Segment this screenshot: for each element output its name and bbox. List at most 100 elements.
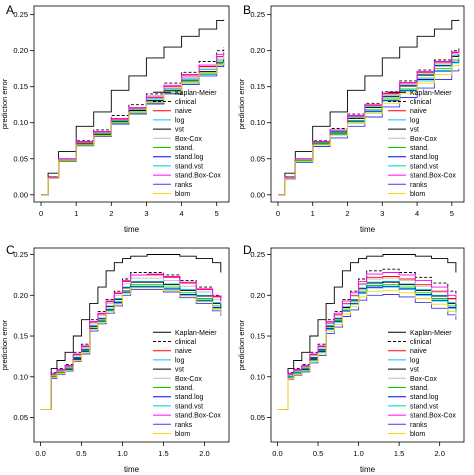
y-tick-label: 0.05 — [13, 154, 28, 163]
series-line-stand-log — [277, 285, 457, 410]
x-axis-label: time — [360, 225, 376, 234]
series-line-stand- — [277, 284, 457, 410]
y-axis-label: prediction error — [0, 78, 9, 129]
series-group — [41, 19, 225, 196]
series-line-blom — [40, 287, 222, 410]
plot-frame — [270, 247, 465, 443]
series-line-kaplan-meier — [277, 254, 457, 410]
series-line-kaplan-meier — [41, 19, 225, 196]
x-tick-label: 1.5 — [394, 449, 404, 458]
x-tick-label: 0.5 — [313, 449, 323, 458]
legend-label: stand. — [175, 385, 194, 392]
y-tick-label: 0.15 — [13, 82, 28, 91]
legend-label: clinical — [175, 99, 196, 106]
y-axis-label: prediction error — [0, 319, 9, 370]
x-tick-label: 2 — [109, 209, 113, 218]
series-line-box-cox — [277, 277, 457, 410]
x-tick-label: 2.0 — [199, 449, 209, 458]
x-axis-label: time — [360, 465, 376, 474]
plot-frame — [33, 5, 230, 203]
series-line-blom — [278, 63, 460, 196]
x-tick-label: 0.0 — [272, 449, 282, 458]
y-tick-label: 0.15 — [250, 332, 265, 341]
legend-label: stand.log — [175, 394, 204, 401]
legend-label: vst — [175, 367, 184, 374]
legend-label: stand.log — [410, 394, 439, 401]
legend-label: stand.log — [410, 154, 439, 161]
x-tick-label: 1.0 — [353, 449, 363, 458]
y-tick-label: 0.05 — [13, 413, 28, 422]
x-tick-label: 1 — [311, 209, 315, 218]
legend-label: clinical — [410, 99, 431, 106]
legend-label: blom — [175, 191, 190, 198]
x-tick-label: 2.0 — [434, 449, 444, 458]
chart-panel-b: B 0 1 2 3 4 5 0.00 0.05 0.10 0.15 0.20 0.25 time predi… — [237, 3, 465, 234]
legend-label: naive — [175, 108, 192, 115]
x-tick-label: 0 — [39, 209, 43, 218]
chart-panel-a: A 0 1 2 3 4 5 0.00 0.05 0.10 0.15 0.20 0.25 time predi… — [0, 3, 230, 234]
y-tick-label: 0.25 — [13, 10, 28, 19]
legend-label: stand.vst — [410, 403, 438, 410]
legend-label: ranks — [175, 422, 193, 429]
legend-label: Box-Cox — [175, 376, 202, 383]
x-tick-label: 1.0 — [117, 449, 127, 458]
panel-label: B — [243, 3, 251, 17]
y-tick-label: 0.10 — [13, 372, 28, 381]
legend-label: stand.Box-Cox — [410, 173, 456, 180]
series-line-blom — [277, 289, 457, 410]
legend: Kaplan-Meier clinical naive log vst Box-Cox st… — [388, 90, 456, 198]
series-line-kaplan-meier — [278, 19, 460, 196]
x-tick-label: 5 — [215, 209, 219, 218]
y-tick-label: 0.20 — [13, 46, 28, 55]
legend-label: stand. — [410, 145, 429, 152]
series-line-stand-box-cox — [41, 52, 225, 196]
y-tick-label: 0.25 — [250, 250, 265, 259]
legend-label: log — [410, 357, 419, 364]
plot-frame — [33, 247, 230, 443]
chart-panel-d: D 0.0 0.5 1.0 1.5 2.0 0.05 0.10 0.15 0.20 0.25 time… — [237, 243, 465, 474]
legend-label: vst — [410, 367, 419, 374]
legend-label: Kaplan-Meier — [175, 330, 217, 337]
y-tick-label: 0.05 — [250, 154, 265, 163]
legend-label: vst — [410, 127, 419, 134]
y-tick-label: 0.10 — [250, 118, 265, 127]
x-tick-label: 5 — [450, 209, 454, 218]
x-tick-label: 0 — [276, 209, 280, 218]
series-line-kaplan-meier — [40, 254, 222, 410]
legend: Kaplan-Meier clinical naive log vst Box-Cox st… — [153, 90, 221, 198]
x-axis-label: time — [124, 465, 140, 474]
x-tick-label: 1 — [74, 209, 78, 218]
legend-label: naive — [410, 348, 427, 355]
y-axis-label: prediction error — [237, 319, 246, 370]
legend-label: Box-Cox — [175, 136, 202, 143]
x-tick-label: 4 — [415, 209, 419, 218]
y-tick-label: 0.10 — [13, 118, 28, 127]
legend-label: stand. — [175, 145, 194, 152]
legend-label: Box-Cox — [410, 376, 437, 383]
x-tick-label: 1.5 — [158, 449, 168, 458]
y-tick-label: 0.15 — [250, 82, 265, 91]
y-tick-label: 0.25 — [250, 10, 265, 19]
x-tick-label: 0.0 — [35, 449, 45, 458]
legend-label: naive — [175, 348, 192, 355]
series-line-stand-box-cox — [278, 50, 460, 196]
series-line-clinical — [41, 47, 225, 196]
series-line-naive — [277, 276, 457, 410]
x-tick-label: 3 — [380, 209, 384, 218]
series-line-ranks — [277, 294, 457, 410]
panel-label: C — [6, 243, 15, 257]
legend-label: vst — [175, 127, 184, 134]
legend-label: Kaplan-Meier — [410, 90, 452, 97]
legend-label: ranks — [410, 422, 428, 429]
legend-label: stand.vst — [175, 163, 203, 170]
series-line-clinical — [278, 48, 460, 196]
legend-label: stand. — [410, 385, 429, 392]
series-line-clinical — [40, 272, 222, 410]
legend-label: stand.vst — [410, 163, 438, 170]
x-tick-label: 0.5 — [76, 449, 86, 458]
series-group — [278, 19, 460, 196]
legend-label: stand.Box-Cox — [175, 173, 221, 180]
y-tick-label: 0.10 — [250, 372, 265, 381]
x-axis-label: time — [124, 225, 140, 234]
